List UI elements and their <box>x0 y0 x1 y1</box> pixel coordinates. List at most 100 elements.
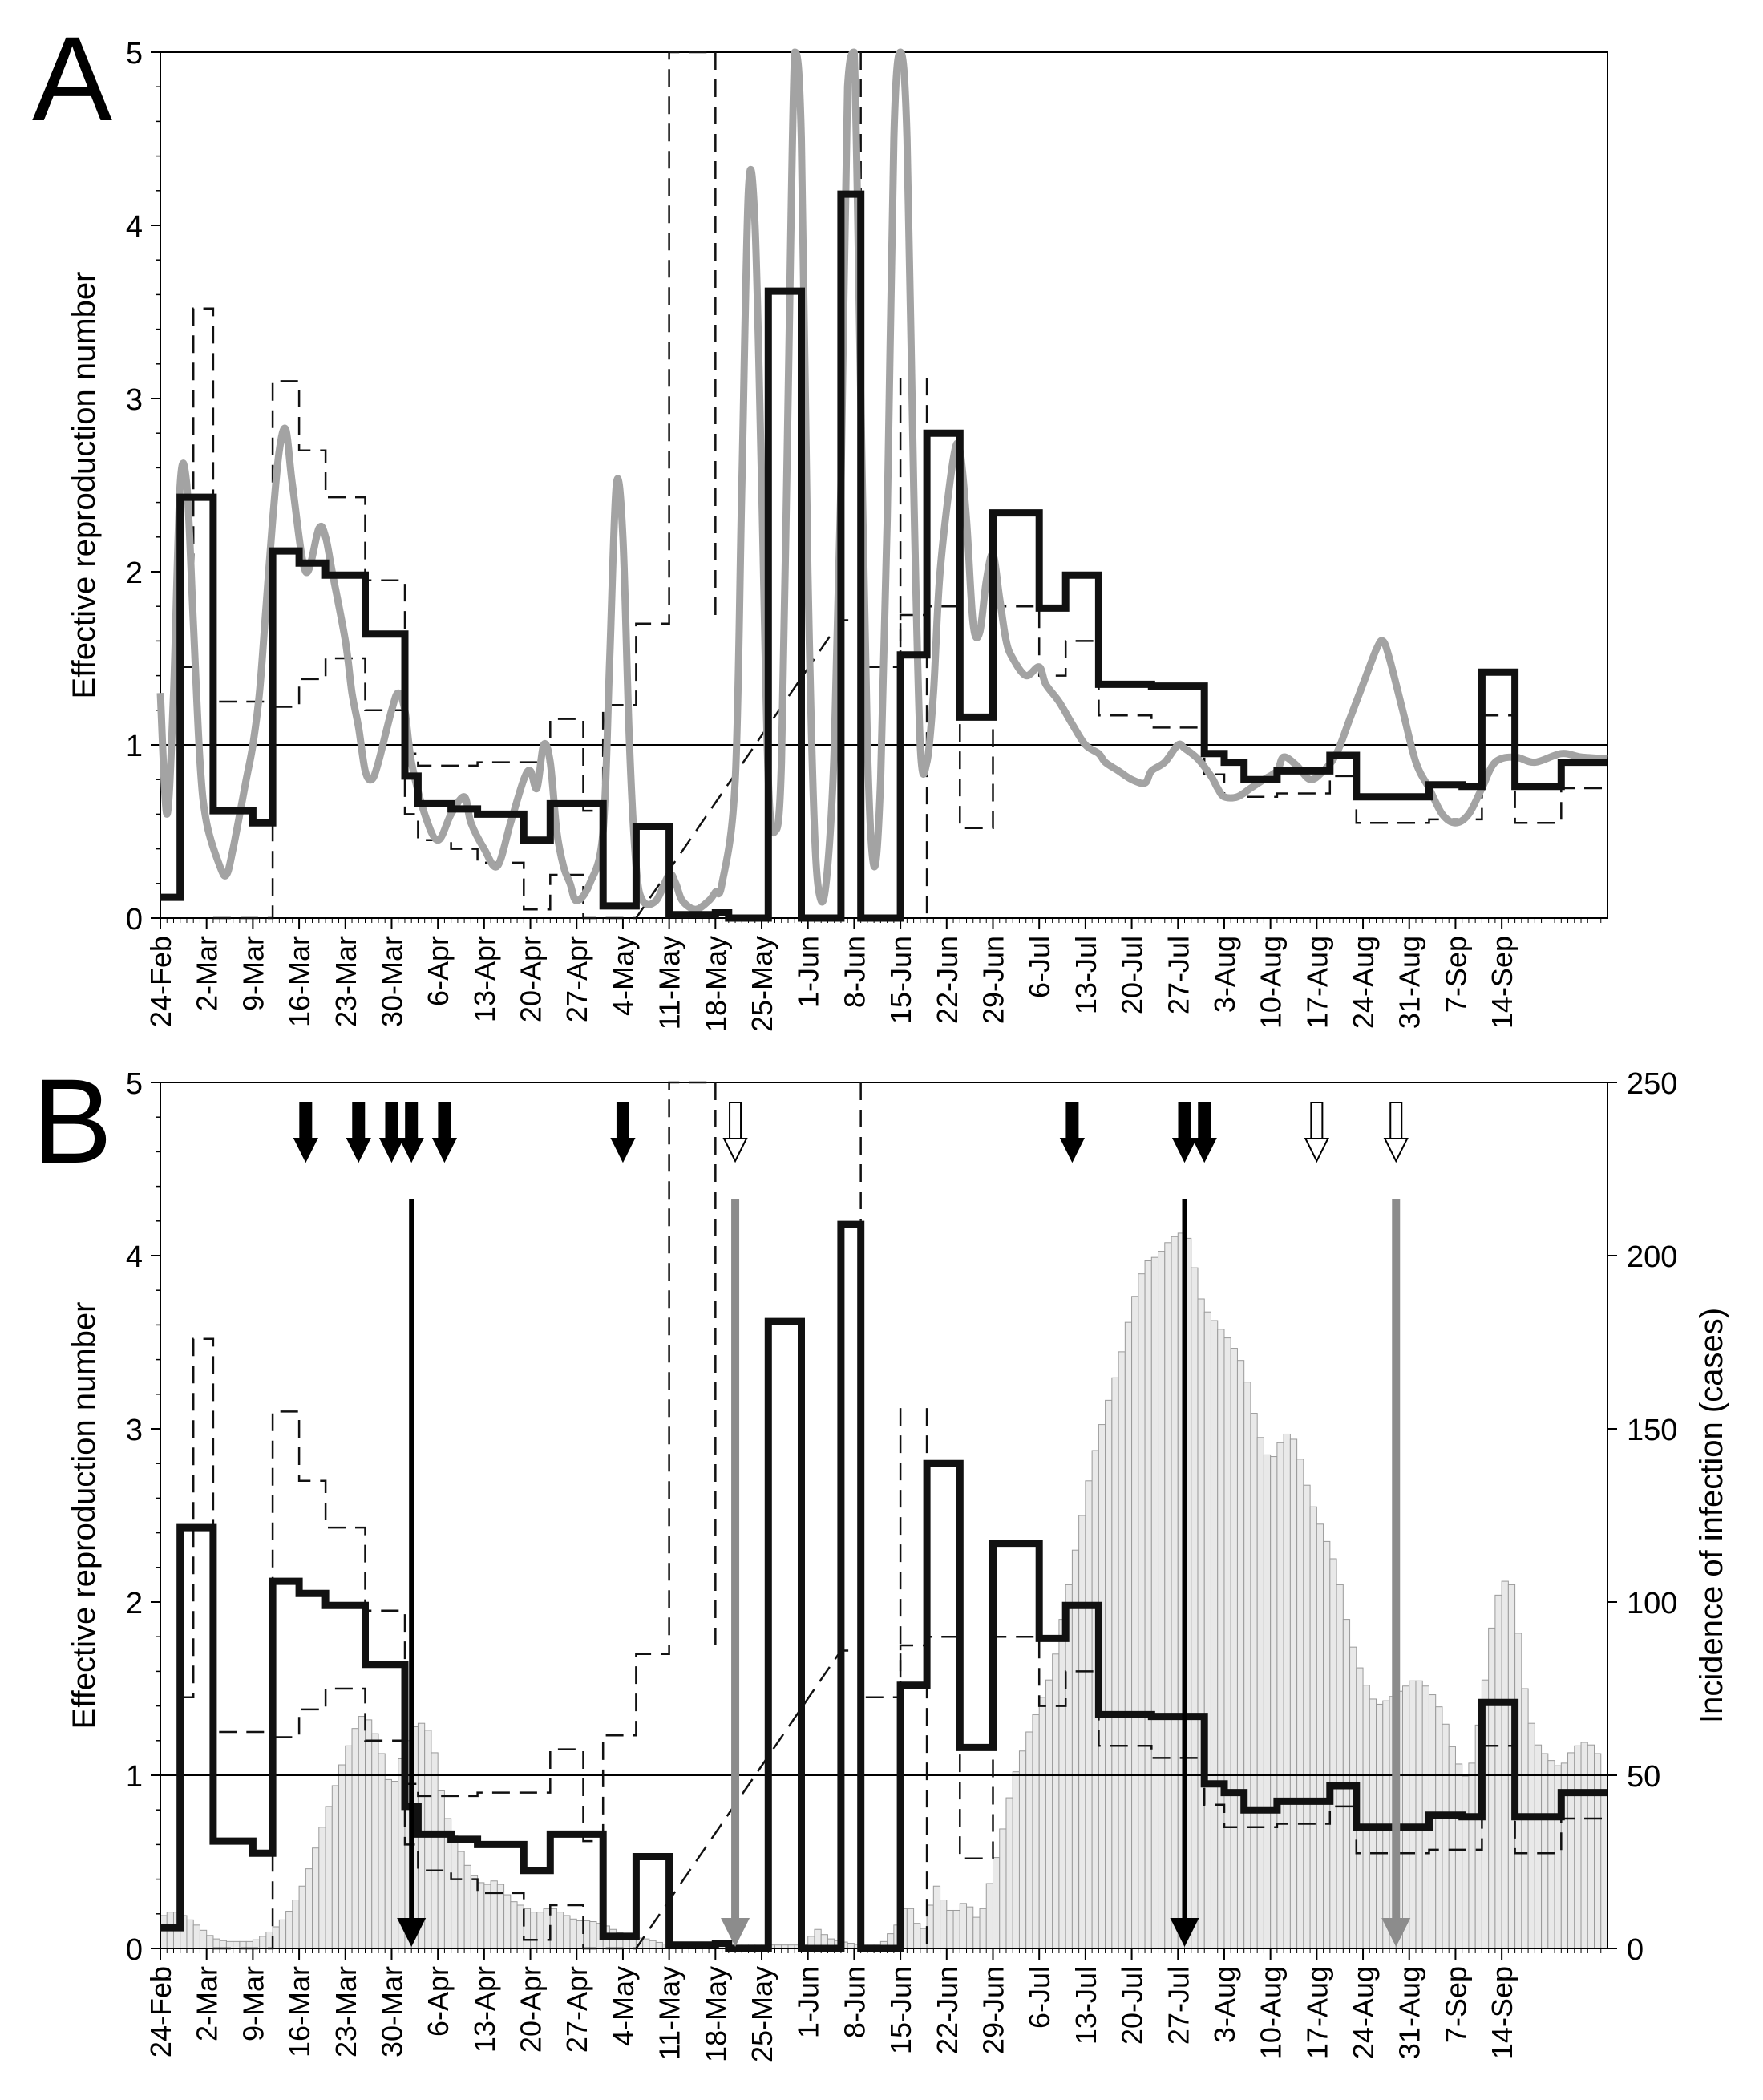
incidence-bar <box>1032 1714 1040 1949</box>
panel-b-label: B <box>32 1054 112 1188</box>
incidence-bar <box>1124 1321 1133 1949</box>
incidence-bar <box>1316 1523 1324 1949</box>
incidence-bar <box>1078 1515 1086 1949</box>
arrow-shaft <box>1310 1102 1324 1142</box>
incidence-bar <box>1111 1377 1119 1949</box>
x-tick-label: 8-Jun <box>838 1966 871 2038</box>
incidence-bar <box>186 1919 194 1949</box>
incidence-bar <box>1600 1774 1608 1949</box>
incidence-bar <box>1289 1438 1298 1949</box>
event-arrow-open <box>722 1102 748 1163</box>
arrow-shaft <box>405 1102 419 1142</box>
panel-b-right-y-ticks: 0 50 100 150 200 250 <box>1607 1067 1677 1967</box>
panel-b-y-axis-label: Effective reproduction number <box>67 1302 102 1730</box>
event-arrow-solid <box>346 1102 371 1163</box>
x-tick-label: 14-Sep <box>1486 1966 1518 2059</box>
incidence-bar <box>1567 1752 1575 1949</box>
incidence-bar <box>298 1885 306 1949</box>
incidence-bar <box>1223 1337 1231 1949</box>
incidence-bar <box>212 1938 220 1949</box>
incidence-bar <box>952 1909 960 1949</box>
right-y-tick-label: 0 <box>1627 1933 1644 1967</box>
panel-b-event-arrows <box>293 1102 1411 1947</box>
event-arrow-open <box>1383 1102 1409 1163</box>
incidence-bar <box>325 1806 333 1949</box>
incidence-bar <box>1362 1685 1370 1949</box>
arrow-shaft <box>1389 1102 1403 1142</box>
incidence-bar <box>932 1885 941 1949</box>
right-y-tick-label: 200 <box>1627 1240 1677 1274</box>
long-arrow-gray <box>1381 1199 1411 1947</box>
arrow-head <box>1191 1138 1217 1163</box>
x-tick-label: 16-Mar <box>283 1966 316 2058</box>
incidence-bar <box>536 1912 544 1949</box>
x-tick-label: 7-Sep <box>1439 1966 1472 2043</box>
long-arrow-head <box>1381 1918 1411 1947</box>
panel-b: B 0 1 2 3 4 5 0 50 100 150 200 250 24-Feb 2-Mar 9-Ma… <box>32 1054 1729 2062</box>
x-tick-label: 24-Feb <box>144 1966 177 2058</box>
incidence-bar <box>1448 1746 1456 1949</box>
x-tick-label: 20-Apr <box>515 1966 548 2053</box>
incidence-bar <box>1138 1273 1146 1949</box>
incidence-bar <box>1309 1506 1317 1949</box>
incidence-bar <box>1547 1760 1555 1949</box>
y-tick-label: 3 <box>126 383 143 417</box>
panel-b-right-y-axis-label: Incidence of infection (cases) <box>1694 1308 1729 1723</box>
incidence-bar <box>1468 1762 1476 1949</box>
panel-a-y-ticks: 0 1 2 3 4 5 <box>126 37 160 937</box>
x-tick-label: 18-May <box>699 936 732 1032</box>
incidence-bar <box>1303 1484 1311 1949</box>
incidence-bar <box>589 1921 597 1949</box>
x-tick-label: 17-Aug <box>1300 1966 1333 2059</box>
long-arrow-gray <box>721 1199 750 1947</box>
x-tick-label: 1-Jun <box>792 1966 825 2038</box>
incidence-bar <box>985 1883 993 1949</box>
arrow-head <box>346 1138 371 1163</box>
incidence-bar <box>1071 1549 1080 1949</box>
x-tick-label: 18-May <box>699 1966 732 2062</box>
incidence-bar <box>959 1903 968 1949</box>
incidence-bar <box>1541 1753 1549 1949</box>
right-y-tick-label: 150 <box>1627 1414 1677 1447</box>
event-arrow-solid <box>1191 1102 1217 1163</box>
incidence-bar <box>1118 1351 1126 1949</box>
x-tick-label: 1-Jun <box>792 936 825 1008</box>
incidence-bar <box>556 1912 564 1949</box>
event-arrow-solid <box>293 1102 318 1163</box>
arrow-head <box>1059 1138 1086 1163</box>
arrow-shaft <box>299 1102 313 1142</box>
x-tick-label: 3-Aug <box>1208 936 1241 1013</box>
event-arrow-solid <box>1171 1102 1198 1163</box>
x-tick-label: 22-Jun <box>931 936 964 1024</box>
incidence-bar <box>510 1901 518 1949</box>
right-y-tick-label: 50 <box>1627 1760 1660 1794</box>
incidence-bar <box>384 1778 392 1949</box>
incidence-bar <box>1243 1382 1251 1949</box>
upper-confidence-bound <box>180 1081 716 1843</box>
incidence-bar <box>199 1929 208 1949</box>
x-tick-label: 15-Jun <box>884 936 917 1024</box>
incidence-bar <box>1217 1329 1225 1949</box>
incidence-bar <box>365 1719 373 1949</box>
incidence-bar <box>331 1785 340 1949</box>
incidence-bar <box>563 1915 571 1949</box>
x-tick-label: 6-Apr <box>422 1966 455 2037</box>
incidence-bar <box>1574 1745 1582 1949</box>
incidence-bar <box>946 1909 954 1949</box>
incidence-bar <box>1203 1311 1211 1949</box>
arrow-head <box>722 1138 748 1163</box>
incidence-bar <box>1329 1558 1337 1949</box>
incidence-bar <box>503 1894 512 1949</box>
x-tick-label: 29-Jun <box>977 936 1009 1024</box>
x-tick-label: 22-Jun <box>931 1966 964 2054</box>
incidence-bar <box>1594 1753 1602 1949</box>
x-tick-label: 29-Jun <box>977 1966 1009 2054</box>
event-arrow-solid <box>1059 1102 1086 1163</box>
incidence-bar <box>1052 1653 1060 1949</box>
incidence-bar <box>312 1847 320 1949</box>
x-tick-label: 2-Mar <box>191 1966 224 2041</box>
y-tick-label: 0 <box>126 903 143 937</box>
incidence-bar <box>1494 1594 1502 1949</box>
panel-a: A 0 1 2 3 4 5 24-Feb 2-Mar 9-Mar 16-Mar 23-Mar 30-… <box>32 11 1608 1032</box>
arrow-head <box>398 1138 424 1163</box>
